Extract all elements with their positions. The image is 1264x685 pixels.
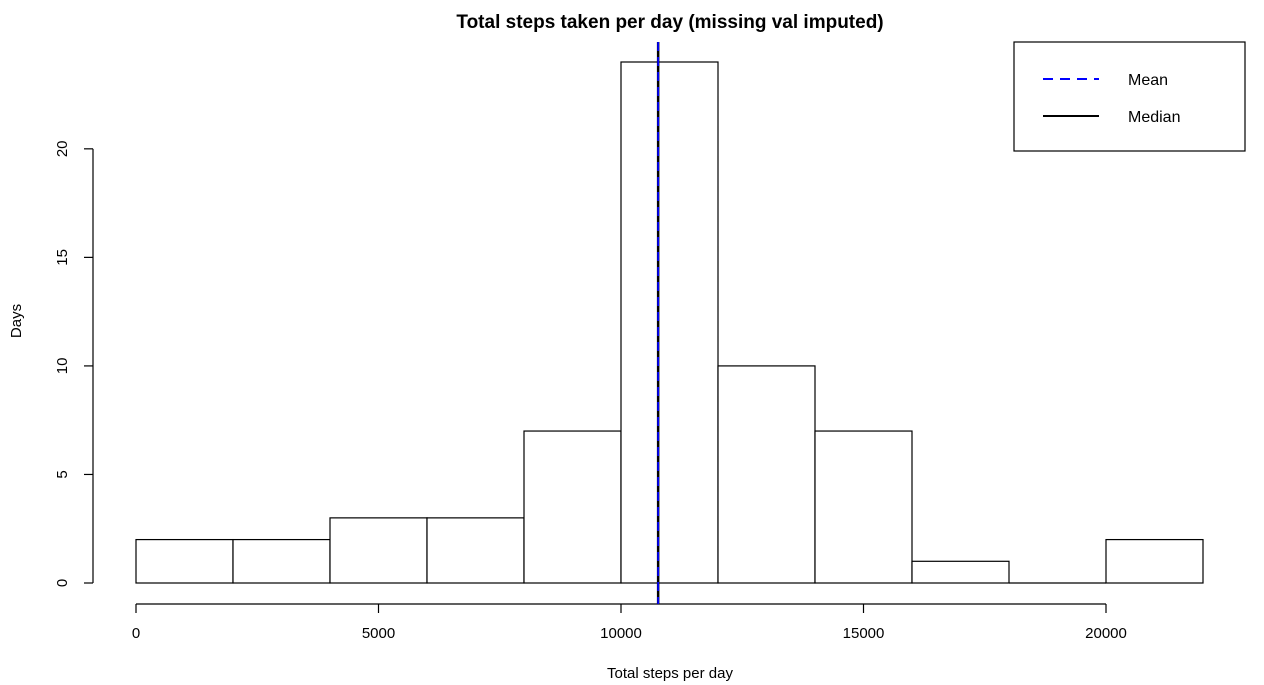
- x-axis: 0 5000 10000 15000 20000: [132, 603, 1127, 642]
- histogram-bar-7: [814, 430, 913, 584]
- histogram-bar-10: [1105, 538, 1204, 584]
- x-tick-label-0: 0: [132, 625, 140, 642]
- legend-label-median: Median: [1128, 109, 1180, 126]
- histogram-bars: [135, 61, 1204, 584]
- x-tick-label-1: 5000: [362, 625, 395, 642]
- y-tick-label-2: 10: [54, 358, 71, 375]
- y-tick-label-0: 0: [54, 579, 71, 587]
- histogram-bar-8: [911, 560, 1010, 584]
- histogram-bar-0: [135, 538, 234, 584]
- legend-label-mean: Mean: [1128, 72, 1168, 89]
- y-tick-label-1: 5: [54, 470, 71, 478]
- x-tick-label-4: 20000: [1085, 625, 1127, 642]
- histogram-bar-4: [523, 430, 622, 584]
- histogram-bar-6: [717, 365, 816, 584]
- histogram-bar-3: [426, 517, 525, 584]
- y-axis: 0 5 10 15 20: [54, 140, 94, 587]
- x-tick-label-2: 10000: [600, 625, 642, 642]
- histogram-bar-1: [232, 538, 331, 584]
- y-tick-label-4: 20: [54, 140, 71, 157]
- chart-title: Total steps taken per day (missing val i…: [456, 12, 883, 33]
- x-axis-label: Total steps per day: [607, 665, 733, 682]
- legend: Mean Median: [1013, 41, 1246, 152]
- x-tick-label-3: 15000: [843, 625, 885, 642]
- histogram-bar-2: [329, 517, 428, 584]
- legend-box: [1013, 41, 1246, 152]
- y-tick-label-3: 15: [54, 249, 71, 266]
- y-axis-label: Days: [8, 304, 25, 338]
- histogram-bar-5: [620, 61, 719, 584]
